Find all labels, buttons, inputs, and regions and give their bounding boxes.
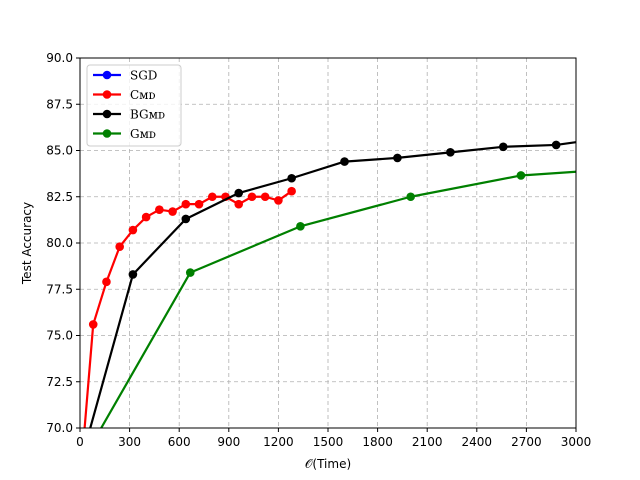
data-point <box>194 199 204 209</box>
legend-label: BGᴍᴅ <box>130 108 165 122</box>
x-tick-label: 1800 <box>362 435 393 449</box>
data-point <box>234 188 244 198</box>
legend-marker <box>102 129 112 138</box>
legend-label: Cᴍᴅ <box>130 88 156 102</box>
x-tick-label: 1500 <box>313 435 344 449</box>
series-2 <box>89 140 576 428</box>
data-point <box>393 153 402 163</box>
legend-entry: BGᴍᴅ <box>93 108 165 122</box>
x-tick-label: 300 <box>118 435 141 449</box>
legend-label: Gᴍᴅ <box>130 127 156 141</box>
data-point <box>88 320 98 329</box>
y-axis-label: Test Accuracy <box>20 202 34 285</box>
legend-frame <box>86 64 182 147</box>
x-tick-label: 3000 <box>561 435 592 449</box>
legend: SGD Cᴍᴅ BGᴍᴅ Gᴍᴅ <box>86 64 182 147</box>
series-layer <box>83 140 576 428</box>
data-point <box>115 242 124 251</box>
y-tick-label: 80.0 <box>46 236 73 250</box>
data-point <box>340 157 349 166</box>
series-3 <box>99 170 576 428</box>
x-tick-label: 600 <box>168 435 191 449</box>
y-tick-label: 82.5 <box>46 190 73 204</box>
data-point <box>406 192 415 202</box>
data-point <box>155 205 164 214</box>
legend-entry: SGD <box>93 69 157 83</box>
data-point <box>260 192 270 202</box>
x-tick-label: 2400 <box>462 435 493 449</box>
y-tick-label: 85.0 <box>46 144 73 158</box>
data-point <box>516 171 526 180</box>
y-tick-label: 75.0 <box>46 329 73 343</box>
y-tick-label: 77.5 <box>46 282 73 296</box>
y-tick-label: 87.5 <box>46 97 73 111</box>
x-tick-label: 1200 <box>263 435 294 449</box>
data-point <box>287 186 296 196</box>
legend-marker <box>102 109 112 119</box>
data-point <box>141 212 151 222</box>
legend-marker <box>102 70 112 80</box>
legend-entry: Cᴍᴅ <box>93 88 156 102</box>
data-point <box>446 148 455 157</box>
x-tick-label: 2700 <box>511 435 542 449</box>
data-point <box>498 142 508 152</box>
x-axis-label: 𝒪(Time) <box>305 457 351 471</box>
data-point <box>551 140 561 150</box>
data-point <box>181 214 191 224</box>
series-1 <box>83 186 296 428</box>
data-point <box>181 199 191 209</box>
x-tick-label: 2100 <box>412 435 443 449</box>
data-point <box>128 225 138 235</box>
series-line <box>99 170 576 428</box>
legend-label: SGD <box>130 69 157 83</box>
data-point <box>168 207 177 216</box>
y-tick-label: 70.0 <box>46 421 73 435</box>
data-point <box>234 199 244 209</box>
y-tick-label: 90.0 <box>46 51 73 65</box>
data-point <box>128 270 138 279</box>
data-point <box>102 277 111 287</box>
legend-entry: Gᴍᴅ <box>93 127 156 141</box>
data-point <box>274 196 283 205</box>
data-point <box>287 173 296 183</box>
y-tick-label: 72.5 <box>46 375 73 389</box>
data-point <box>207 192 217 202</box>
data-point <box>296 222 305 231</box>
x-tick-label: 900 <box>217 435 240 449</box>
legend-marker <box>102 90 112 99</box>
x-tick-label: 0 <box>76 435 84 449</box>
data-point <box>185 268 195 277</box>
ticks: 0 300 600 900 1200 1500 1800 2100 2400 2700 3000 70… <box>46 51 591 449</box>
data-point <box>247 192 257 202</box>
